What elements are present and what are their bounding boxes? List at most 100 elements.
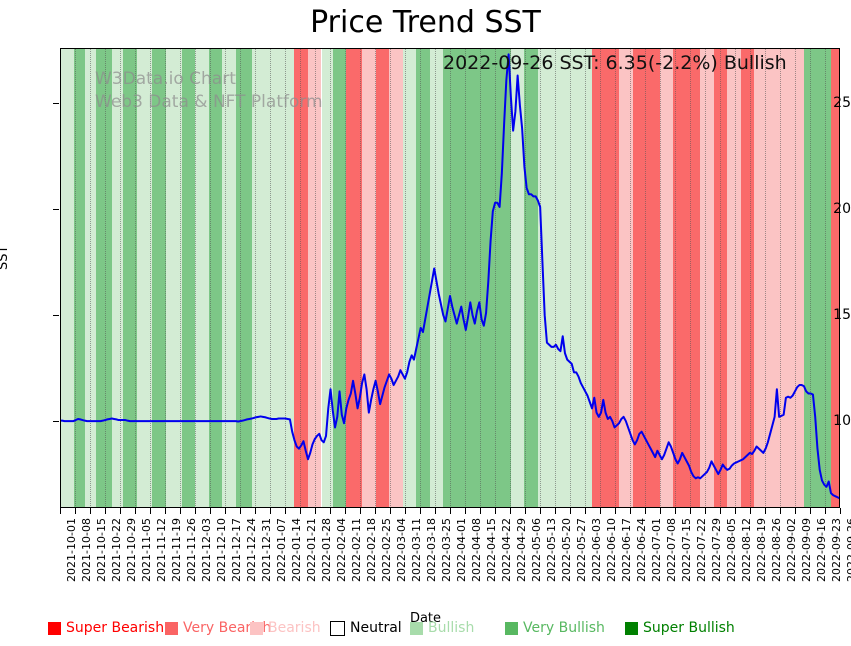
x-tick-label: 2021-11-12	[155, 518, 168, 582]
x-tick-mark	[735, 508, 736, 514]
x-tick-mark	[90, 508, 91, 514]
x-tick-label: 2022-01-28	[320, 518, 333, 582]
y-axis-label: SST	[0, 245, 11, 270]
hover-annotation: 2022-09-26 SST: 6.35(-2.2%) Bullish	[443, 52, 787, 74]
x-tick-mark	[795, 508, 796, 514]
legend-label: Bullish	[428, 620, 475, 636]
gridline-vertical	[600, 48, 601, 508]
gridline-vertical	[300, 48, 301, 508]
legend-item[interactable]: Super Bullish	[625, 620, 735, 636]
legend-item[interactable]: Neutral	[330, 620, 402, 636]
gridline-vertical	[720, 48, 721, 508]
gridline-vertical	[330, 48, 331, 508]
legend-label: Bearish	[268, 620, 321, 636]
sentiment-band	[181, 48, 196, 508]
x-tick-mark	[810, 508, 811, 514]
x-tick-label: 2021-11-26	[185, 518, 198, 582]
sentiment-band	[619, 48, 633, 508]
x-tick-label: 2022-09-09	[800, 518, 813, 582]
sentiment-band	[632, 48, 660, 508]
legend-swatch-icon	[410, 621, 423, 635]
legend-label: Very Bullish	[523, 620, 605, 636]
sentiment-band	[136, 48, 153, 508]
x-tick-label: 2022-01-14	[290, 518, 303, 582]
x-tick-mark	[450, 508, 451, 514]
x-tick-mark	[540, 508, 541, 514]
legend-label: Very Bearish	[183, 620, 272, 636]
x-tick-mark	[555, 508, 556, 514]
gridline-vertical	[285, 48, 286, 508]
legend-item[interactable]: Bearish	[250, 620, 321, 636]
x-tick-label: 2021-10-01	[65, 518, 78, 582]
sentiment-band	[208, 48, 223, 508]
x-tick-label: 2022-03-04	[395, 518, 408, 582]
x-tick-label: 2022-04-15	[485, 518, 498, 582]
gridline-vertical	[105, 48, 106, 508]
legend-item[interactable]: Very Bearish	[165, 620, 271, 636]
legend-swatch-icon	[165, 621, 178, 635]
y-tick-label: 10	[833, 413, 851, 430]
legend-item[interactable]: Very Bullish	[505, 620, 605, 636]
sentiment-band	[152, 48, 166, 508]
plot-area	[60, 48, 840, 508]
gridline-vertical	[120, 48, 121, 508]
x-tick-mark	[315, 508, 316, 514]
y-tick-mark	[53, 315, 59, 317]
legend-swatch-icon	[330, 620, 345, 636]
x-tick-label: 2022-03-11	[410, 518, 423, 582]
x-tick-label: 2022-01-21	[305, 518, 318, 582]
legend-label: Super Bullish	[643, 620, 735, 636]
x-tick-label: 2021-10-08	[80, 518, 93, 582]
gridline-vertical	[495, 48, 496, 508]
x-tick-mark	[120, 508, 121, 514]
gridline-vertical	[540, 48, 541, 508]
x-tick-mark	[435, 508, 436, 514]
gridline-vertical	[630, 48, 631, 508]
gridline-vertical	[615, 48, 616, 508]
x-tick-label: 2022-04-22	[500, 518, 513, 582]
x-tick-label: 2022-04-29	[515, 518, 528, 582]
x-tick-mark	[600, 508, 601, 514]
x-tick-mark	[705, 508, 706, 514]
sentiment-band	[402, 48, 417, 508]
gridline-vertical	[405, 48, 406, 508]
legend-item[interactable]: Super Bearish	[48, 620, 164, 636]
gridline-vertical	[255, 48, 256, 508]
x-tick-mark	[405, 508, 406, 514]
gridline-vertical	[90, 48, 91, 508]
sentiment-band	[195, 48, 209, 508]
gridline-vertical	[585, 48, 586, 508]
x-tick-mark	[525, 508, 526, 514]
x-tick-label: 2021-12-10	[215, 518, 228, 582]
gridline-vertical	[315, 48, 316, 508]
sentiment-band	[673, 48, 701, 508]
x-tick-mark	[210, 508, 211, 514]
x-tick-label: 2022-07-08	[665, 518, 678, 582]
sentiment-band	[803, 48, 831, 508]
x-tick-mark	[390, 508, 391, 514]
x-tick-mark	[840, 508, 841, 514]
x-tick-mark	[690, 508, 691, 514]
sentiment-band	[332, 48, 347, 508]
gridline-vertical	[420, 48, 421, 508]
gridline-vertical	[660, 48, 661, 508]
x-tick-mark	[765, 508, 766, 514]
x-tick-mark	[480, 508, 481, 514]
gridline-vertical	[735, 48, 736, 508]
legend-item[interactable]: Bullish	[410, 620, 474, 636]
x-tick-label: 2022-06-10	[605, 518, 618, 582]
x-tick-label: 2022-05-27	[575, 518, 588, 582]
sentiment-band	[165, 48, 182, 508]
x-tick-label: 2022-03-25	[440, 518, 453, 582]
x-tick-mark	[330, 508, 331, 514]
x-tick-label: 2021-11-05	[140, 518, 153, 582]
sentiment-band	[251, 48, 295, 508]
gridline-vertical	[195, 48, 196, 508]
gridline-vertical	[225, 48, 226, 508]
x-tick-mark	[375, 508, 376, 514]
x-tick-mark	[420, 508, 421, 514]
x-tick-mark	[225, 508, 226, 514]
x-tick-mark	[165, 508, 166, 514]
sentiment-band	[111, 48, 124, 508]
gridlines	[60, 48, 840, 508]
